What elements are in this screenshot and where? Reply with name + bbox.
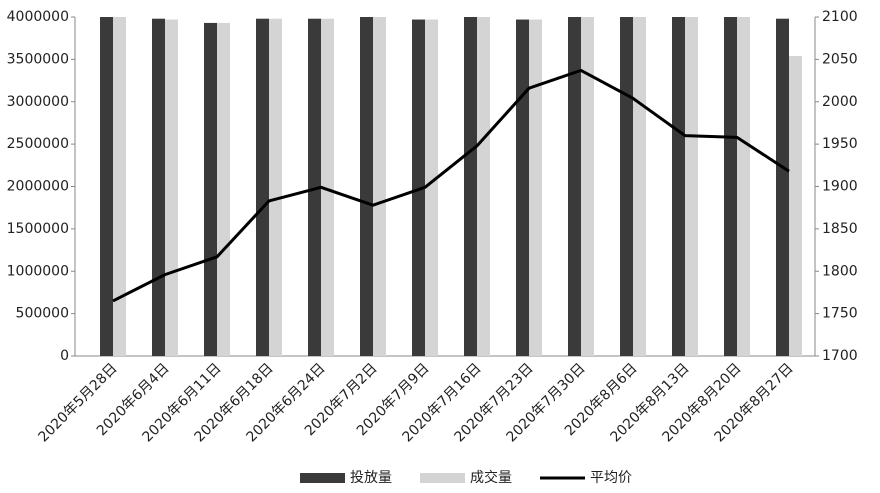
bar — [737, 17, 750, 356]
y-tick-label: 2500000 — [7, 136, 69, 152]
y-tick-label: 3000000 — [7, 94, 69, 110]
bar — [633, 17, 646, 356]
bar — [568, 17, 581, 356]
y-tick-label: 2000000 — [7, 179, 69, 195]
bar — [100, 17, 113, 356]
y2-tick-label: 1900 — [822, 179, 858, 195]
bar — [269, 18, 282, 356]
y2-tick-label: 2000 — [822, 94, 858, 110]
bar — [581, 17, 594, 356]
line-series — [112, 68, 790, 303]
y-tick-label: 3500000 — [7, 51, 69, 67]
bar — [464, 17, 477, 356]
bar — [204, 22, 217, 357]
legend-label: 投放量 — [350, 470, 392, 486]
bar — [165, 19, 178, 356]
bar — [776, 18, 789, 356]
bar — [373, 17, 386, 356]
bar — [425, 19, 438, 356]
legend-swatch — [300, 473, 345, 483]
bar — [152, 18, 165, 356]
bar — [256, 18, 269, 356]
bar — [217, 22, 230, 357]
y2-tick-label: 1750 — [822, 306, 858, 322]
bar — [308, 18, 321, 356]
y-tick-label: 0 — [60, 348, 69, 364]
bar — [412, 19, 425, 356]
y2-tick-label: 2100 — [822, 9, 858, 25]
bar — [113, 17, 126, 356]
y-tick-label: 1000000 — [7, 263, 69, 279]
bar — [789, 55, 802, 357]
bar — [477, 17, 490, 356]
y2-tick-label: 1700 — [822, 348, 858, 364]
legend-label: 成交量 — [470, 469, 512, 486]
y-tick-label: 500000 — [16, 306, 69, 322]
y2-tick-label: 1800 — [822, 263, 858, 279]
y-tick-label: 1500000 — [7, 221, 69, 237]
legend-swatch — [420, 473, 465, 483]
bar — [685, 17, 698, 356]
y2-tick-label: 1850 — [822, 221, 858, 237]
bar — [516, 19, 529, 356]
y-tick-label: 4000000 — [7, 9, 69, 25]
bar — [620, 17, 633, 356]
y2-tick-label: 1950 — [822, 136, 858, 152]
bar — [321, 18, 334, 356]
legend-label: 平均价 — [590, 470, 632, 486]
bar — [672, 17, 685, 356]
bar — [724, 17, 737, 356]
bar — [529, 19, 542, 356]
y2-tick-label: 2050 — [822, 51, 858, 67]
bar — [360, 17, 373, 356]
